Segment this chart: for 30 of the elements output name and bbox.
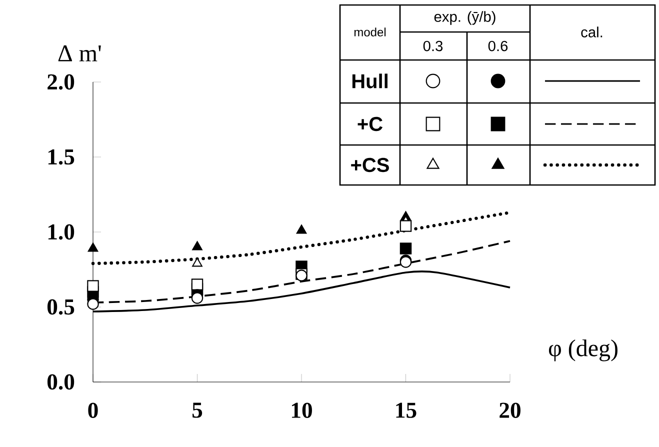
- text: 0.6: [488, 40, 508, 52]
- point: [192, 241, 202, 250]
- y-tick-label: 2.0: [48, 74, 74, 90]
- text: exp. (ȳ/b): [434, 11, 496, 25]
- y-tick-label: 0.0: [47, 374, 74, 390]
- point: [400, 220, 412, 232]
- y-tick-label: 1.0: [48, 224, 74, 240]
- legend-label: +C: [358, 116, 383, 132]
- text: 0.3: [423, 40, 443, 52]
- legend-label: +CS: [351, 158, 389, 172]
- point: [87, 280, 99, 292]
- text: cal.: [581, 26, 602, 38]
- legend-label: Hull: [352, 74, 388, 88]
- point: [296, 224, 307, 234]
- point: [400, 242, 412, 254]
- x-tick-label: 0: [88, 402, 98, 418]
- y-tick-label: 0.5: [47, 299, 74, 315]
- y-axis-title: Δ m': [58, 45, 101, 62]
- y-tick-label: 1.5: [48, 149, 74, 165]
- point: [88, 242, 98, 252]
- x-tick-label: 10: [292, 402, 312, 418]
- x-tick-label: 15: [396, 402, 416, 418]
- x-axis-title: φ (deg): [548, 339, 618, 362]
- point: [191, 292, 204, 304]
- point: [87, 298, 99, 310]
- x-tick-label: 5: [192, 402, 202, 418]
- point: [192, 258, 202, 267]
- point: [191, 278, 204, 290]
- text: model: [354, 28, 386, 36]
- x-tick-label: 20: [500, 402, 520, 418]
